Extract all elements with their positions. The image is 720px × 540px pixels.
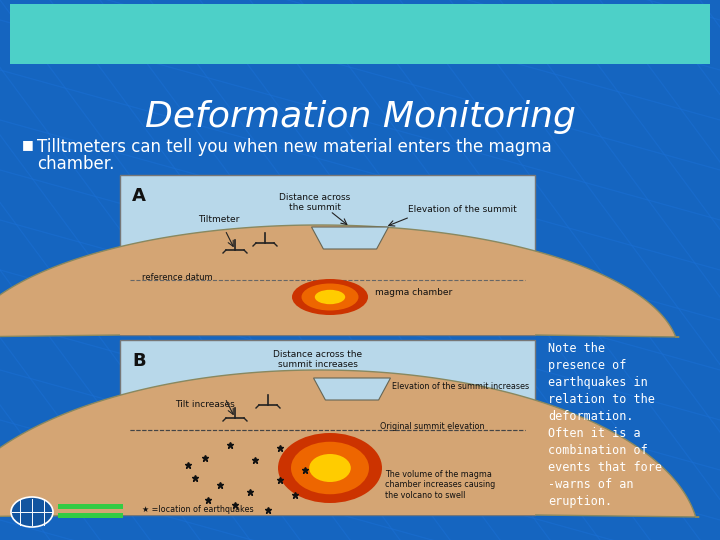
Text: Original summit elevation: Original summit elevation — [380, 422, 485, 431]
Text: reference datum: reference datum — [142, 273, 212, 282]
Text: ■: ■ — [22, 138, 34, 151]
Text: B: B — [132, 352, 145, 370]
Text: Tiltmeter: Tiltmeter — [198, 215, 239, 224]
Text: Distance across
the summit: Distance across the summit — [279, 193, 351, 212]
Text: The volume of the magma
chamber increases causing
the volcano to swell: The volume of the magma chamber increase… — [385, 470, 495, 500]
Bar — [58, 513, 123, 518]
Text: ★ =location of earthquakes: ★ =location of earthquakes — [142, 505, 253, 514]
Ellipse shape — [291, 442, 369, 494]
Polygon shape — [313, 378, 390, 400]
Text: Note the
presence of
earthquakes in
relation to the
deformation.
Often it is a
c: Note the presence of earthquakes in rela… — [548, 342, 662, 508]
Ellipse shape — [315, 290, 345, 304]
Text: chamber.: chamber. — [37, 155, 114, 173]
PathPatch shape — [0, 370, 699, 517]
Text: Tilt increases: Tilt increases — [175, 400, 235, 409]
Bar — [120, 340, 535, 515]
Text: Elevation of the summit increases: Elevation of the summit increases — [392, 382, 529, 391]
Ellipse shape — [278, 433, 382, 503]
Bar — [10, 4, 710, 64]
Ellipse shape — [11, 497, 53, 527]
PathPatch shape — [0, 225, 679, 337]
Ellipse shape — [302, 284, 359, 310]
Bar — [58, 504, 123, 509]
Polygon shape — [312, 227, 389, 249]
Text: Distance across the
summit increases: Distance across the summit increases — [274, 350, 363, 369]
Text: magma chamber: magma chamber — [375, 288, 452, 297]
Ellipse shape — [309, 454, 351, 482]
Text: Elevation of the summit: Elevation of the summit — [408, 205, 517, 214]
Text: A: A — [132, 187, 146, 205]
Text: Deformation Monitoring: Deformation Monitoring — [145, 100, 575, 134]
Ellipse shape — [292, 279, 368, 315]
Text: Tilltmeters can tell you when new material enters the magma: Tilltmeters can tell you when new materi… — [37, 138, 552, 156]
Bar — [120, 175, 535, 335]
